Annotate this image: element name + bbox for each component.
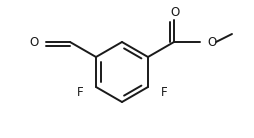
Text: O: O [30,35,39,48]
Text: O: O [207,35,216,48]
Text: F: F [76,87,83,99]
Text: F: F [161,87,168,99]
Text: O: O [170,6,180,19]
